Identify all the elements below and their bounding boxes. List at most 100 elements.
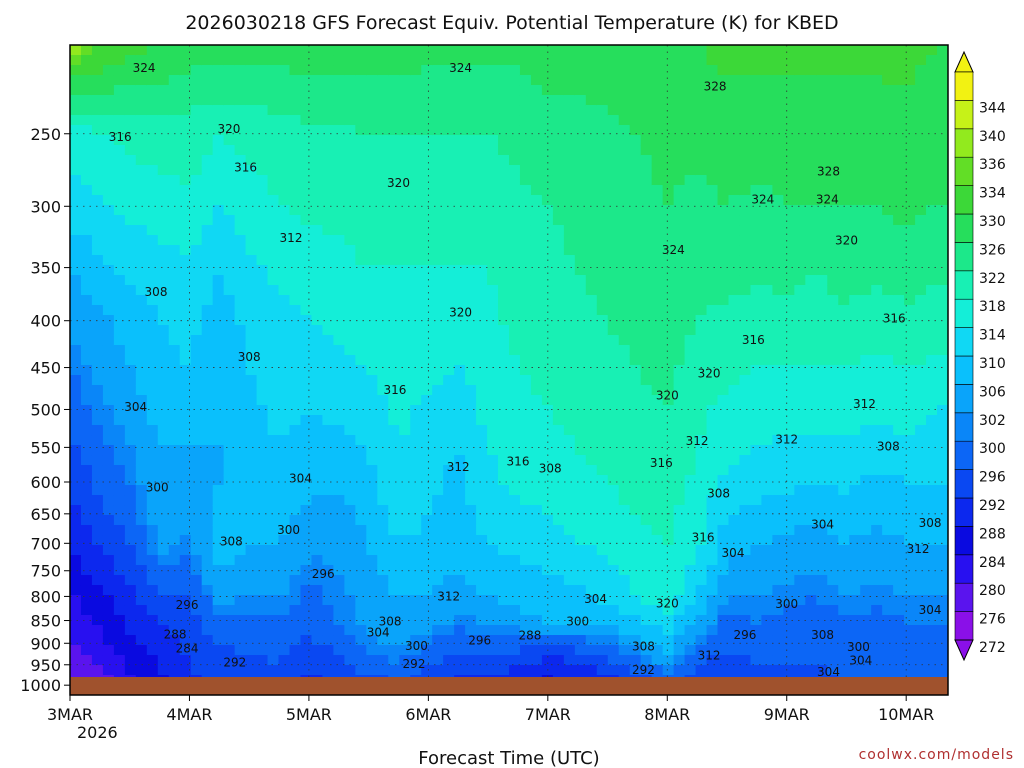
heatmap-cell [102, 525, 115, 536]
heatmap-cell [135, 55, 148, 66]
heatmap-cell [311, 535, 324, 546]
heatmap-cell [322, 435, 334, 446]
heatmap-cell [267, 285, 280, 296]
heatmap-cell [509, 175, 521, 186]
heatmap-cell [728, 645, 741, 656]
heatmap-cell [651, 665, 664, 676]
heatmap-cell [794, 195, 806, 206]
heatmap-cell [487, 485, 499, 496]
heatmap-cell [256, 455, 269, 466]
heatmap-cell [355, 305, 367, 316]
heatmap-cell [267, 415, 280, 426]
heatmap-cell [761, 525, 773, 536]
heatmap-cell [684, 85, 697, 96]
heatmap-cell [530, 165, 543, 176]
heatmap-cell [706, 545, 719, 556]
heatmap-cell [574, 545, 587, 556]
heatmap-cell [388, 625, 400, 636]
heatmap-cell [871, 425, 883, 436]
heatmap-cell [201, 55, 214, 66]
heatmap-cell [552, 315, 565, 326]
heatmap-cell [728, 495, 741, 506]
heatmap-cell [750, 435, 763, 446]
heatmap-cell [783, 485, 795, 496]
heatmap-cell [783, 385, 795, 396]
heatmap-cell [311, 185, 324, 196]
heatmap-cell [717, 415, 730, 426]
heatmap-cell [135, 665, 148, 676]
heatmap-cell [794, 375, 806, 386]
heatmap-cell [585, 505, 598, 516]
heatmap-cell [388, 245, 400, 256]
heatmap-cell [673, 515, 686, 526]
heatmap-cell [300, 395, 313, 406]
heatmap-cell [399, 95, 411, 106]
heatmap-cell [706, 555, 719, 566]
heatmap-cell [728, 95, 741, 106]
heatmap-cell [454, 455, 466, 466]
heatmap-cell [717, 45, 730, 56]
heatmap-cell [190, 475, 203, 486]
heatmap-cell [761, 45, 773, 56]
heatmap-cell [234, 85, 247, 96]
heatmap-cell [530, 405, 543, 416]
heatmap-cell [519, 315, 532, 326]
heatmap-cell [563, 345, 576, 356]
heatmap-cell [816, 345, 828, 356]
heatmap-cell [366, 105, 378, 116]
heatmap-cell [124, 465, 137, 476]
heatmap-cell [278, 485, 291, 496]
heatmap-cell [311, 295, 324, 306]
heatmap-cell [772, 485, 784, 496]
heatmap-cell [289, 505, 302, 516]
heatmap-cell [70, 435, 82, 446]
heatmap-cell [366, 455, 378, 466]
heatmap-cell [519, 455, 532, 466]
heatmap-cell [816, 525, 828, 536]
heatmap-cell [783, 405, 795, 416]
heatmap-cell [135, 345, 148, 356]
heatmap-cell [168, 495, 181, 506]
heatmap-cell [487, 265, 499, 276]
heatmap-cell [443, 145, 455, 156]
heatmap-cell [498, 375, 510, 386]
heatmap-cell [443, 175, 455, 186]
heatmap-cell [860, 275, 872, 286]
heatmap-cell [794, 235, 806, 246]
heatmap-cell [706, 525, 719, 536]
heatmap-cell [541, 95, 554, 106]
heatmap-cell [882, 165, 894, 176]
heatmap-cell [399, 305, 411, 316]
heatmap-cell [662, 255, 675, 266]
heatmap-cell [421, 275, 433, 286]
chart-title: 2026030218 GFS Forecast Equiv. Potential… [185, 12, 838, 34]
heatmap-cell [695, 475, 708, 486]
heatmap-cell [80, 495, 93, 506]
heatmap-cell [443, 455, 455, 466]
heatmap-cell [267, 525, 280, 536]
heatmap-cell [882, 465, 894, 476]
heatmap-cell [629, 125, 642, 136]
heatmap-cell [256, 605, 269, 616]
heatmap-cell [541, 175, 554, 186]
heatmap-cell [245, 625, 258, 636]
heatmap-cell [695, 445, 708, 456]
heatmap-cell [662, 335, 675, 346]
heatmap-cell [410, 85, 422, 96]
heatmap-cell [311, 305, 324, 316]
heatmap-cell [651, 145, 664, 156]
heatmap-cell [651, 195, 664, 206]
heatmap-cell [750, 195, 763, 206]
heatmap-cell [454, 85, 466, 96]
heatmap-cell [245, 45, 258, 56]
heatmap-cell [245, 415, 258, 426]
heatmap-cell [124, 105, 137, 116]
heatmap-cell [629, 275, 642, 286]
heatmap-cell [574, 175, 587, 186]
heatmap-cell [684, 265, 697, 276]
heatmap-cell [179, 415, 192, 426]
heatmap-cell [662, 375, 675, 386]
heatmap-cell [223, 415, 236, 426]
heatmap-cell [179, 585, 192, 596]
heatmap-cell [476, 435, 488, 446]
